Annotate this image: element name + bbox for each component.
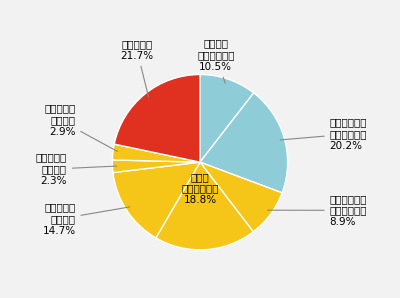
Wedge shape [200, 162, 282, 232]
Text: 半年に
１回程度する
18.8%: 半年に １回程度する 18.8% [181, 172, 219, 205]
Text: １ヶ月に
１回程度する
10.5%: １ヶ月に １回程度する 10.5% [197, 39, 234, 83]
Text: ２〜３ヶ月に
１回程度する
20.2%: ２〜３ヶ月に １回程度する 20.2% [280, 117, 367, 151]
Wedge shape [114, 74, 200, 162]
Wedge shape [113, 162, 200, 238]
Wedge shape [200, 93, 288, 193]
Wedge shape [156, 162, 253, 250]
Text: ４〜５ヶ月に
１回程度する
8.9%: ４〜５ヶ月に １回程度する 8.9% [268, 194, 367, 227]
Text: ３年に１回
程度する
2.9%: ３年に１回 程度する 2.9% [44, 103, 118, 151]
Wedge shape [112, 144, 200, 162]
Text: １年に１回
程度する
14.7%: １年に１回 程度する 14.7% [42, 203, 130, 236]
Wedge shape [200, 74, 254, 162]
Text: 全くしない
21.7%: 全くしない 21.7% [120, 39, 154, 97]
Wedge shape [112, 160, 200, 173]
Text: ２年に１回
程度する
2.3%: ２年に１回 程度する 2.3% [36, 153, 117, 186]
